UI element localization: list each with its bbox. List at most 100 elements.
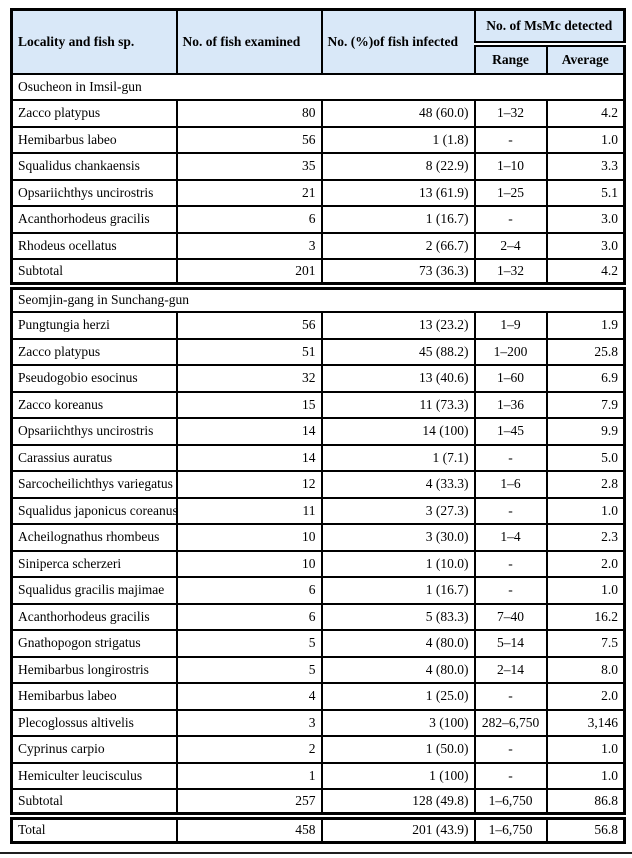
cell-infected: 1 (7.1) <box>320 443 476 472</box>
cell-average: 4.2 <box>545 258 626 287</box>
cell-average: 2.8 <box>545 470 626 499</box>
cell-examined: 15 <box>175 390 323 419</box>
cell-infected: 201 (43.9) <box>320 811 476 843</box>
cell-species: Squalidus chankaensis <box>10 152 178 181</box>
cell-range: 1–36 <box>473 390 548 419</box>
table-row: Zacco koreanus 15 11 (73.3) 1–36 7.9 <box>10 390 626 419</box>
cell-average: 1.0 <box>545 576 626 605</box>
cell-infected: 4 (80.0) <box>320 655 476 684</box>
cell-examined: 80 <box>175 99 323 128</box>
cell-examined: 51 <box>175 337 323 366</box>
cell-species: Subtotal <box>10 788 178 817</box>
cell-examined: 14 <box>175 417 323 446</box>
cell-examined: 3 <box>175 231 323 260</box>
cell-species: Subtotal <box>10 258 178 287</box>
cell-average: 7.5 <box>545 629 626 658</box>
cell-average: 86.8 <box>545 788 626 817</box>
table-row: Subtotal 201 73 (36.3) 1–32 4.2 <box>10 258 626 287</box>
cell-species: Gnathopogon strigatus <box>10 629 178 658</box>
header-msmc: No. of MsMc detected <box>473 8 626 47</box>
table-row: Siniperca scherzeri 10 1 (10.0) -2.0 <box>10 549 626 578</box>
cell-species: Pseudogobio esocinus <box>10 364 178 393</box>
cell-average: 3.0 <box>545 205 626 234</box>
cell-range: - <box>473 125 548 154</box>
cell-range: 1–6 <box>473 470 548 499</box>
cell-infected: 13 (23.2) <box>320 311 476 340</box>
cell-infected: 1 (1.8) <box>320 125 476 154</box>
cell-species: Squalidus japonicus coreanus <box>10 496 178 525</box>
cell-species: Carassius auratus <box>10 443 178 472</box>
cell-average: 3.3 <box>545 152 626 181</box>
section-title-row: Osucheon in Imsil-gun <box>10 72 626 101</box>
cell-infected: 11 (73.3) <box>320 390 476 419</box>
cell-infected: 1 (16.7) <box>320 205 476 234</box>
cell-infected: 1 (25.0) <box>320 682 476 711</box>
cell-range: 1–45 <box>473 417 548 446</box>
cell-range: 282–6,750 <box>473 708 548 737</box>
table-header: Locality and fish sp. No. of fish examin… <box>10 8 626 75</box>
header-locality: Locality and fish sp. <box>10 8 178 75</box>
cell-examined: 11 <box>175 496 323 525</box>
cell-examined: 3 <box>175 708 323 737</box>
table-body: Osucheon in Imsil-gun Zacco platypus 80 48 … <box>10 72 626 843</box>
cell-range: 2–14 <box>473 655 548 684</box>
cell-average: 1.9 <box>545 311 626 340</box>
cell-infected: 4 (80.0) <box>320 629 476 658</box>
cell-average: 2.3 <box>545 523 626 552</box>
cell-examined: 2 <box>175 735 323 764</box>
cell-species: Acheilognathus rhombeus <box>10 523 178 552</box>
cell-range: 1–9 <box>473 311 548 340</box>
cell-average: 56.8 <box>545 811 626 843</box>
cell-infected: 3 (27.3) <box>320 496 476 525</box>
cell-infected: 2 (66.7) <box>320 231 476 260</box>
cell-average: 6.9 <box>545 364 626 393</box>
section-title-row: Seomjin-gang in Sunchang-gun <box>10 281 626 313</box>
table-row: Sarcocheilichthys variegatus 12 4 (33.3) 1–… <box>10 470 626 499</box>
cell-infected: 5 (83.3) <box>320 602 476 631</box>
cell-examined: 1 <box>175 761 323 790</box>
cell-range: - <box>473 443 548 472</box>
cell-range: - <box>473 735 548 764</box>
cell-examined: 10 <box>175 549 323 578</box>
cell-infected: 4 (33.3) <box>320 470 476 499</box>
cell-species: Opsariichthys uncirostris <box>10 178 178 207</box>
table-row: Hemibarbus labeo 56 1 (1.8) -1.0 <box>10 125 626 154</box>
cell-range: 1–10 <box>473 152 548 181</box>
cell-range: - <box>473 682 548 711</box>
header-row-sub: Range Average <box>12 42 626 75</box>
cell-species: Acanthorhodeus gracilis <box>10 205 178 234</box>
cell-species: Opsariichthys uncirostris <box>10 417 178 446</box>
section-title: Osucheon in Imsil-gun <box>10 72 626 101</box>
cell-average: 2.0 <box>545 682 626 711</box>
header-row-main: Locality and fish sp. No. of fish examin… <box>10 8 626 75</box>
cell-infected: 73 (36.3) <box>320 258 476 287</box>
table-row: Zacco platypus 51 45 (88.2) 1–200 25.8 <box>10 337 626 366</box>
cell-species: Acanthorhodeus gracilis <box>10 602 178 631</box>
cell-species: Plecoglossus altivelis <box>10 708 178 737</box>
cell-examined: 56 <box>175 125 323 154</box>
cell-species: Hemibarbus longirostris <box>10 655 178 684</box>
table-row: Rhodeus ocellatus 3 2 (66.7) 2–4 3.0 <box>10 231 626 260</box>
cell-average: 7.9 <box>545 390 626 419</box>
cell-average: 9.9 <box>545 417 626 446</box>
cell-species: Pungtungia herzi <box>10 311 178 340</box>
table-row: Total 458 201 (43.9) 1–6,750 56.8 <box>10 811 626 843</box>
table-row: Pungtungia herzi 56 13 (23.2) 1–9 1.9 <box>10 311 626 340</box>
header-infected: No. (%)of fish infected <box>320 8 476 75</box>
cell-average: 1.0 <box>545 125 626 154</box>
cell-range: 2–4 <box>473 231 548 260</box>
cell-range: 1–32 <box>473 99 548 128</box>
cell-average: 2.0 <box>545 549 626 578</box>
cell-range: - <box>473 549 548 578</box>
cell-species: Hemibarbus labeo <box>10 682 178 711</box>
page-bottom-rule <box>0 852 632 854</box>
table-row: Plecoglossus altivelis 3 3 (100) 282–6,750 3… <box>10 708 626 737</box>
table-row: Squalidus japonicus coreanus 11 3 (27.3) -1… <box>10 496 626 525</box>
cell-species: Siniperca scherzeri <box>10 549 178 578</box>
cell-infected: 1 (100) <box>320 761 476 790</box>
cell-species: Rhodeus ocellatus <box>10 231 178 260</box>
cell-infected: 13 (40.6) <box>320 364 476 393</box>
cell-examined: 10 <box>175 523 323 552</box>
cell-range: - <box>473 576 548 605</box>
cell-species: Zacco platypus <box>10 99 178 128</box>
